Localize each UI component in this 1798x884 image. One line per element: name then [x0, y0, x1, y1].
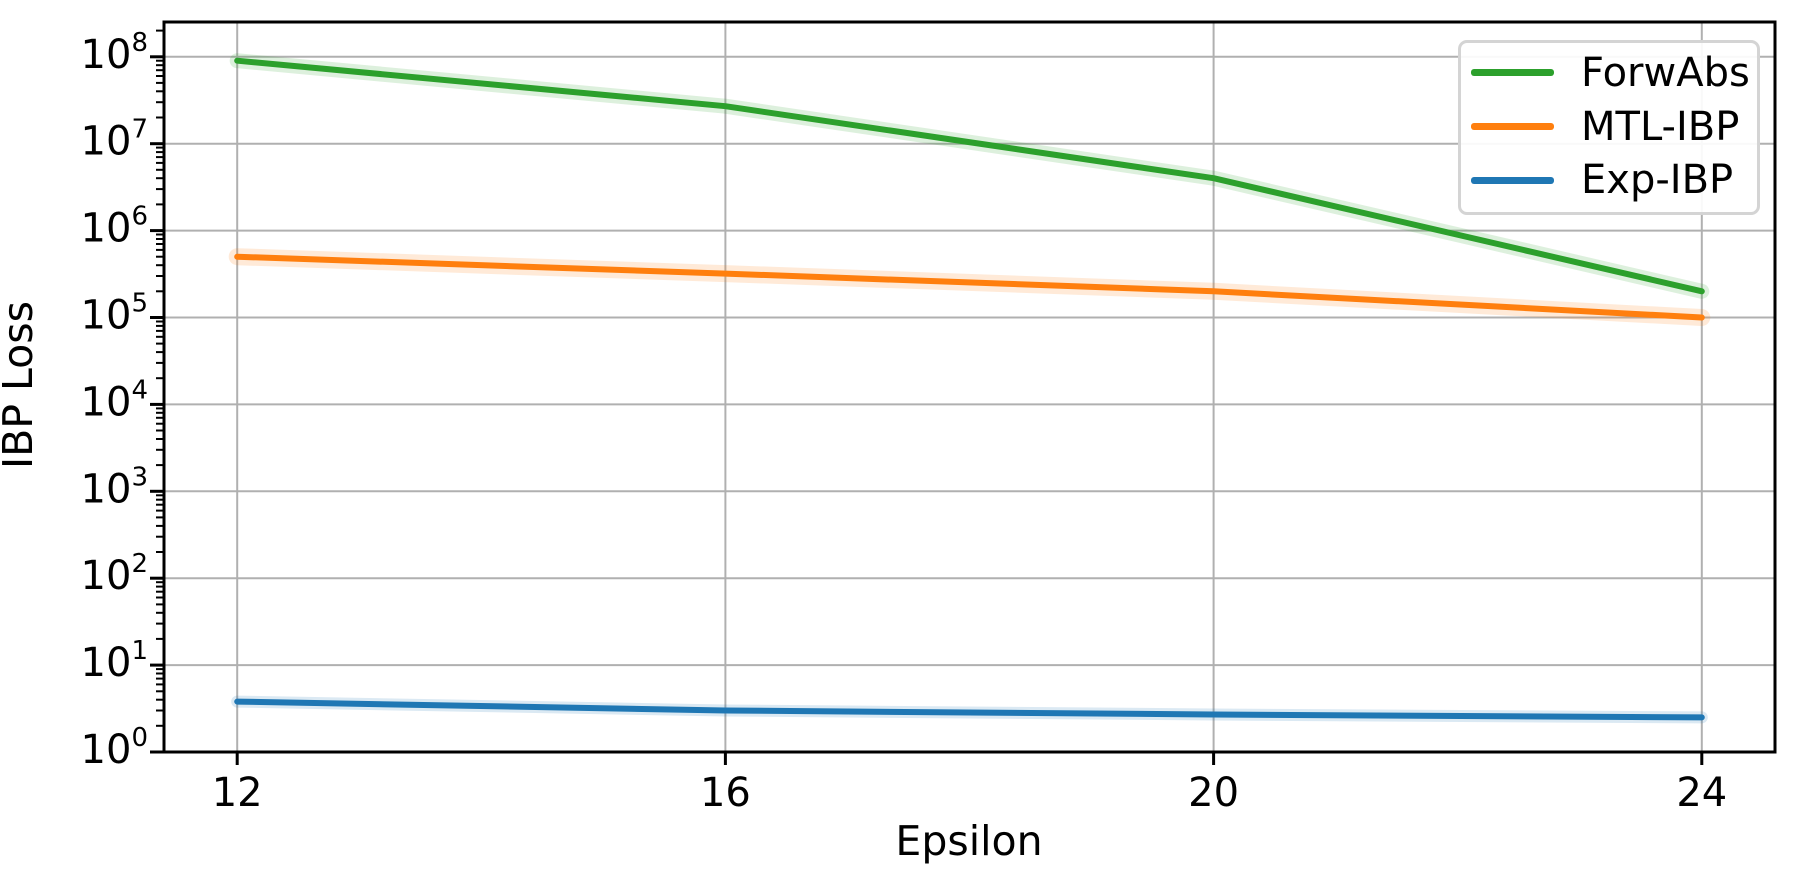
- legend-entry-forwabs: ForwAbs: [1471, 46, 1750, 100]
- legend: ForwAbs MTL-IBP Exp-IBP: [1458, 40, 1760, 215]
- y-tick-label: 104: [81, 375, 148, 425]
- legend-entry-exp-ibp: Exp-IBP: [1471, 153, 1747, 207]
- y-tick-label: 102: [81, 549, 148, 599]
- x-tick-label: 24: [1676, 770, 1727, 816]
- legend-line-sample-exp-ibp: [1471, 176, 1554, 184]
- y-tick-label: 101: [81, 636, 148, 686]
- legend-line-sample-mtl-ibp: [1471, 123, 1554, 130]
- y-axis-label: IBP Loss: [0, 301, 42, 469]
- y-tick-label: 106: [81, 202, 148, 252]
- legend-label-forwabs: ForwAbs: [1581, 49, 1750, 96]
- x-tick-label: 12: [212, 770, 263, 816]
- x-tick-label: 16: [700, 770, 751, 816]
- y-tick-label: 108: [81, 28, 148, 78]
- x-tick-label: 20: [1188, 770, 1239, 816]
- line-Exp-IBP: [234, 698, 1705, 721]
- y-tick-label: 103: [81, 462, 148, 512]
- y-tick-label: 105: [81, 289, 148, 339]
- legend-label-exp-ibp: Exp-IBP: [1581, 157, 1734, 204]
- line-ForwAbs: [234, 57, 1705, 295]
- legend-entry-mtl-ibp: MTL-IBP: [1471, 100, 1747, 154]
- axes-spines: [162, 20, 1777, 754]
- y-tick-label: 107: [81, 115, 148, 165]
- legend-label-mtl-ibp: MTL-IBP: [1581, 103, 1740, 150]
- y-tick-label: 100: [81, 723, 148, 773]
- legend-line-sample-forwabs: [1471, 69, 1554, 77]
- line-MTL-IBP: [234, 253, 1705, 321]
- x-axis-label: Epsilon: [895, 817, 1042, 865]
